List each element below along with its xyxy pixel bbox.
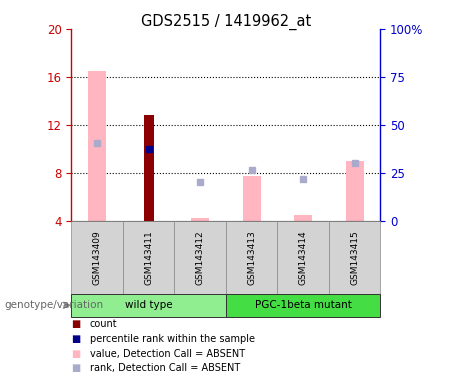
Text: ■: ■ xyxy=(71,334,81,344)
Text: GDS2515 / 1419962_at: GDS2515 / 1419962_at xyxy=(141,13,311,30)
Text: PGC-1beta mutant: PGC-1beta mutant xyxy=(254,300,352,310)
Bar xyxy=(123,221,174,294)
Bar xyxy=(174,221,226,294)
Text: GSM143411: GSM143411 xyxy=(144,230,153,285)
Text: GSM143414: GSM143414 xyxy=(299,230,307,285)
Bar xyxy=(346,161,364,221)
Text: ■: ■ xyxy=(71,319,81,329)
Bar xyxy=(71,221,123,294)
Text: ■: ■ xyxy=(71,363,81,373)
Bar xyxy=(242,176,260,221)
Text: value, Detection Call = ABSENT: value, Detection Call = ABSENT xyxy=(90,349,245,359)
Text: GSM143412: GSM143412 xyxy=(195,230,205,285)
Bar xyxy=(294,215,312,221)
Bar xyxy=(71,294,226,317)
Bar xyxy=(88,71,106,221)
Text: percentile rank within the sample: percentile rank within the sample xyxy=(90,334,255,344)
Text: rank, Detection Call = ABSENT: rank, Detection Call = ABSENT xyxy=(90,363,240,373)
Bar xyxy=(191,218,209,221)
Text: GSM143409: GSM143409 xyxy=(93,230,102,285)
Text: genotype/variation: genotype/variation xyxy=(5,300,104,310)
Text: GSM143413: GSM143413 xyxy=(247,230,256,285)
Text: count: count xyxy=(90,319,118,329)
Bar xyxy=(226,221,278,294)
Bar xyxy=(278,221,329,294)
Bar xyxy=(226,294,380,317)
Text: ■: ■ xyxy=(71,349,81,359)
Bar xyxy=(329,221,380,294)
Bar xyxy=(144,115,154,221)
Text: GSM143415: GSM143415 xyxy=(350,230,359,285)
Text: wild type: wild type xyxy=(125,300,172,310)
